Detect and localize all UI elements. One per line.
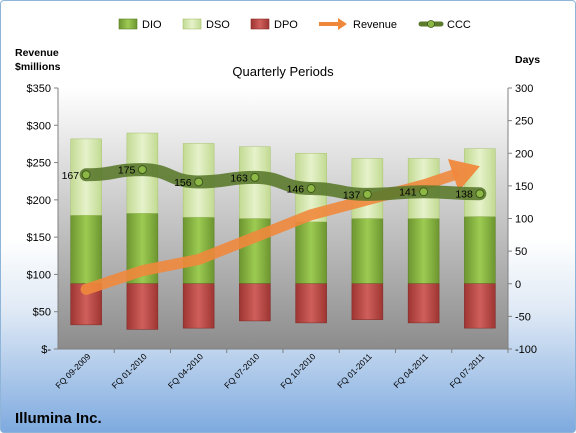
legend-swatch-dpo bbox=[250, 18, 270, 30]
x-axis-tick-label: FQ 04-2011 bbox=[391, 351, 430, 390]
revenue-arrow-head bbox=[447, 158, 480, 192]
bar-dso bbox=[464, 148, 496, 217]
right-axis-tick-label: 200 bbox=[515, 148, 533, 160]
ccc-marker bbox=[306, 183, 316, 193]
left-axis-tick-label: $350 bbox=[27, 83, 51, 95]
plot-area bbox=[58, 88, 508, 349]
right-axis-tick-label: -50 bbox=[515, 311, 531, 323]
bar-dpo bbox=[182, 283, 215, 329]
left-axis-tick-label: $- bbox=[41, 344, 51, 356]
legend-swatch-ccc-marker bbox=[427, 20, 435, 28]
ccc-marker bbox=[362, 189, 372, 199]
legend: DIO DSO DPO Revenue CCC bbox=[118, 18, 471, 31]
left-axis-tick-label: $300 bbox=[27, 120, 51, 132]
left-axis-tick-label: $200 bbox=[27, 195, 51, 207]
legend-swatch-dio bbox=[118, 18, 138, 30]
ccc-marker bbox=[419, 187, 429, 197]
left-axis-title-line2: $millions bbox=[15, 61, 61, 73]
bar-dio bbox=[351, 218, 384, 284]
right-axis-title: Days bbox=[515, 54, 540, 66]
left-axis-tick-label: $50 bbox=[33, 307, 51, 319]
bar-dio bbox=[295, 221, 327, 284]
x-axis-tick-label: FQ 01-2011 bbox=[335, 351, 374, 390]
ccc-data-label: 141 bbox=[399, 187, 417, 199]
right-axis-tick-label: 250 bbox=[515, 116, 533, 128]
bar-dpo bbox=[351, 283, 384, 320]
right-axis-tick-label: 150 bbox=[515, 181, 533, 193]
right-axis-tick-label: 50 bbox=[515, 246, 527, 258]
legend-swatch-dso bbox=[182, 18, 202, 30]
ccc-data-label: 156 bbox=[174, 177, 192, 189]
company-name: Illumina Inc. bbox=[15, 410, 102, 427]
ccc-line bbox=[79, 163, 487, 201]
right-axis-tick-label: 100 bbox=[515, 214, 533, 226]
legend-label-dpo: DPO bbox=[274, 19, 298, 31]
x-axis-tick-label: FQ 07-2010 bbox=[222, 351, 261, 390]
bar-dio bbox=[464, 216, 496, 284]
left-axis-tick-label: $250 bbox=[27, 158, 51, 170]
legend-swatch-revenue bbox=[319, 18, 347, 30]
ccc-layer: 167 175 156 163 146 137 141 138 bbox=[62, 163, 487, 201]
left-axis-tick-label: $100 bbox=[27, 269, 51, 281]
ccc-data-label: 175 bbox=[118, 165, 136, 177]
bar-dpo bbox=[126, 283, 159, 330]
x-axis-tick-label: FQ 07-2011 bbox=[448, 351, 487, 390]
bar-dio bbox=[70, 214, 102, 284]
ccc-marker bbox=[81, 170, 91, 180]
ccc-data-label: 167 bbox=[62, 170, 80, 182]
x-axis-tick-label: FQ 10-2010 bbox=[278, 351, 317, 390]
legend-label-ccc: CCC bbox=[447, 19, 471, 31]
legend-label-revenue: Revenue bbox=[353, 19, 397, 31]
ccc-data-label: 146 bbox=[287, 183, 305, 195]
ccc-marker bbox=[194, 177, 204, 187]
ccc-data-label: 137 bbox=[343, 189, 361, 201]
left-axis-title-line1: Revenue bbox=[15, 47, 59, 59]
bar-dpo bbox=[464, 283, 496, 329]
ccc-marker bbox=[475, 189, 485, 199]
ccc-marker bbox=[250, 172, 260, 182]
right-axis-tick-label: 0 bbox=[515, 279, 521, 291]
bar-dpo bbox=[239, 283, 271, 322]
bar-dpo bbox=[407, 283, 440, 324]
bar-dpo bbox=[295, 283, 327, 324]
ccc-data-label: 138 bbox=[455, 189, 473, 201]
ccc-marker bbox=[137, 165, 147, 175]
right-axis-tick-label: -100 bbox=[515, 344, 537, 356]
legend-label-dio: DIO bbox=[142, 19, 162, 31]
chart-title: Quarterly Periods bbox=[232, 64, 334, 79]
x-axis-tick-label: FQ 01-2010 bbox=[110, 351, 149, 390]
x-axis-tick-label: FQ 09-2009 bbox=[53, 351, 92, 390]
left-axis-tick-label: $150 bbox=[27, 232, 51, 244]
bar-dio bbox=[407, 218, 440, 284]
legend-label-dso: DSO bbox=[206, 19, 230, 31]
right-axis-tick-label: 300 bbox=[515, 83, 533, 95]
ccc-data-label: 163 bbox=[230, 172, 248, 184]
x-axis-tick-label: FQ 04-2010 bbox=[166, 351, 205, 390]
